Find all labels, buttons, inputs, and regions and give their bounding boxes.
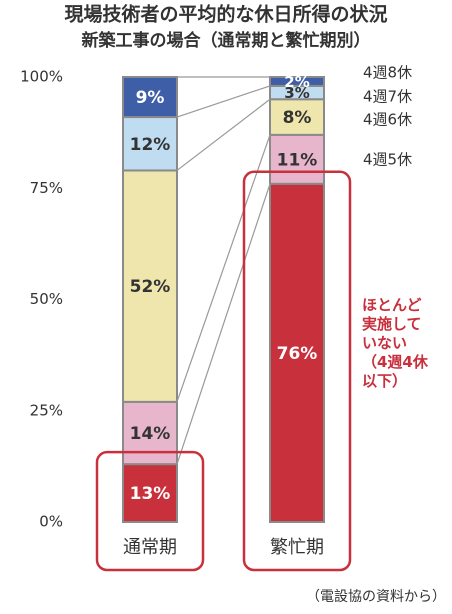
connector-line — [176, 98, 271, 171]
value-label: 2% — [284, 73, 309, 91]
legend-label: 4週5休 — [363, 151, 412, 169]
highlight-box — [242, 170, 352, 572]
bar-segment — [269, 76, 325, 87]
connector-line — [176, 85, 271, 118]
legend-label: ほとんど 実施して いない （4週4休 以下） — [362, 296, 428, 390]
y-tick-label: 75% — [30, 179, 63, 197]
y-tick-label: 25% — [30, 401, 63, 419]
value-label: 12% — [130, 135, 171, 155]
bar-segment — [269, 182, 325, 524]
value-label: 3% — [284, 84, 309, 102]
bar-segment — [122, 76, 178, 119]
x-tick-label: 通常期 — [123, 537, 177, 558]
bar-segment — [269, 98, 325, 136]
value-label: 9% — [136, 88, 165, 108]
highlight-box — [95, 450, 205, 572]
source-note: （電設協の資料から） — [306, 589, 446, 605]
y-tick-label: 50% — [30, 290, 63, 308]
value-label: 11% — [277, 150, 318, 170]
legend-label: 4週7休 — [363, 88, 412, 106]
y-tick-label: 0% — [39, 513, 63, 531]
connector-line — [176, 183, 271, 465]
bar-segment — [122, 116, 178, 172]
value-label: 76% — [277, 344, 318, 364]
y-tick-label: 100% — [20, 68, 63, 86]
connector-line — [176, 134, 271, 403]
legend-label: 4週8休 — [363, 64, 412, 82]
value-label: 13% — [130, 484, 171, 504]
value-label: 52% — [130, 277, 171, 297]
value-label: 14% — [130, 424, 171, 444]
legend-label: 4週6休 — [363, 111, 412, 129]
bar-segment — [122, 169, 178, 403]
bar-segment — [269, 133, 325, 185]
bar-segment — [122, 463, 178, 523]
chart-title: 現場技術者の平均的な休日所得の状況 — [64, 3, 387, 26]
chart-subtitle: 新築工事の場合（通常期と繁忙期別） — [82, 30, 371, 51]
x-tick-label: 繁忙期 — [270, 537, 324, 558]
value-label: 8% — [283, 108, 312, 128]
bar-segment — [122, 400, 178, 466]
